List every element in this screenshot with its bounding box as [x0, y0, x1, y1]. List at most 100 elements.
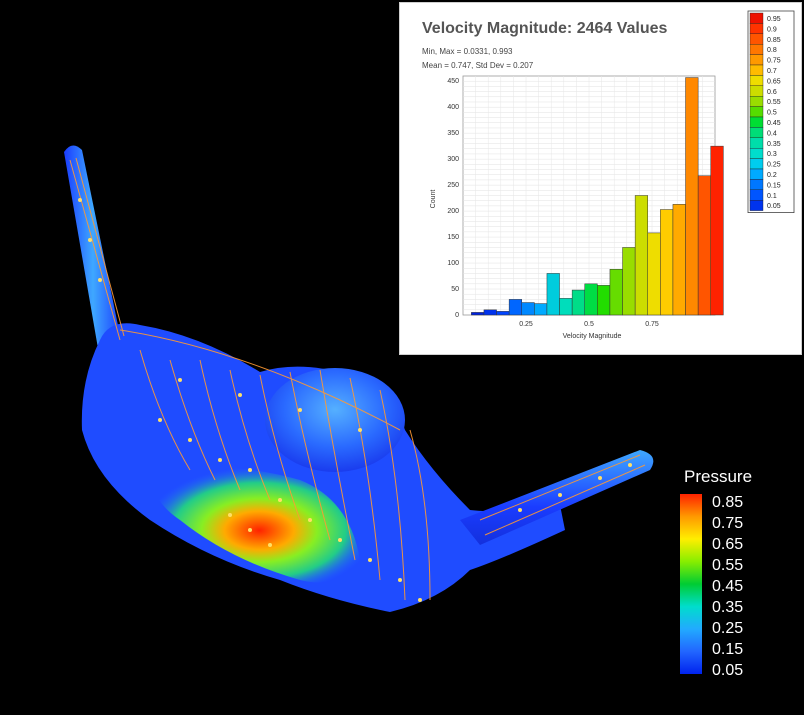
- legend-label: 0.4: [767, 130, 777, 137]
- legend-swatch: [749, 95, 764, 107]
- histogram-bar: [559, 298, 573, 316]
- outlet-tube: [460, 450, 654, 545]
- histogram-bar: [584, 283, 598, 316]
- y-tick-label: 150: [447, 234, 459, 241]
- legend-label: 0.45: [767, 120, 781, 127]
- legend-label: 0.85: [767, 37, 781, 44]
- legend-label: 0.05: [767, 203, 781, 210]
- pressure-colorbar-fill: [680, 494, 702, 674]
- histogram-bar: [697, 175, 711, 316]
- histogram-bar: [496, 311, 510, 316]
- histogram-legend: 0.95 0.9 0.85 0.8 0.75 0.7 0.65 0.6 0.55 0.5 0.45 0…: [747, 10, 795, 214]
- pressure-legend-labels: 0.85 0.75 0.65 0.55 0.45 0.35 0.25 0.15 0.05: [712, 494, 743, 679]
- y-axis-label: Count: [430, 190, 437, 209]
- legend-swatch: [749, 23, 764, 34]
- pressure-label: 0.35: [712, 599, 743, 616]
- x-tick-label: 0.5: [584, 321, 594, 328]
- pressure-colorbar: [680, 494, 702, 674]
- legend-label: 0.1: [767, 193, 777, 200]
- histogram-bar: [609, 269, 623, 316]
- y-tick-label: 200: [447, 208, 459, 215]
- legend-label: 0.25: [767, 162, 781, 169]
- body-surface: [81, 323, 566, 612]
- pressure-label: 0.65: [712, 536, 743, 553]
- histogram-bar: [521, 302, 535, 316]
- y-tick-label: 350: [447, 130, 459, 137]
- y-tick-label: 450: [447, 78, 459, 85]
- legend-label: 0.9: [767, 26, 777, 33]
- histogram-bar: [660, 209, 674, 316]
- legend-swatch: [749, 33, 764, 45]
- pressure-label: 0.45: [712, 578, 743, 595]
- histogram-bar: [685, 77, 699, 316]
- legend-label: 0.6: [767, 89, 777, 96]
- legend-label: 0.3: [767, 151, 777, 158]
- chart-title: Velocity Magnitude: 2464 Values: [422, 20, 668, 37]
- y-tick-label: 300: [447, 156, 459, 163]
- histogram-bar: [597, 285, 611, 316]
- legend-swatch: [749, 179, 764, 190]
- legend-swatch: [749, 75, 764, 87]
- pressure-label: 0.05: [712, 662, 743, 679]
- legend-swatch: [749, 54, 764, 66]
- legend-swatch: [749, 12, 764, 24]
- histogram-bar: [647, 232, 661, 316]
- legend-label: 0.75: [767, 58, 781, 65]
- pressure-label: 0.55: [712, 557, 743, 574]
- histogram-bar: [571, 289, 585, 316]
- legend-swatch: [749, 189, 764, 201]
- legend-swatch: [749, 168, 764, 180]
- y-tick-label: 0: [455, 312, 459, 319]
- legend-swatch: [749, 199, 764, 211]
- x-axis-label: Velocity Magnitude: [563, 333, 622, 340]
- y-tick-label: 250: [447, 182, 459, 189]
- legend-label: 0.95: [767, 16, 781, 23]
- pressure-label: 0.85: [712, 494, 743, 511]
- legend-swatch: [749, 147, 764, 159]
- velocity-histogram: Velocity Magnitude: 2464 Values Min, Max…: [422, 10, 795, 340]
- legend-label: 0.2: [767, 172, 777, 179]
- pressure-label: 0.15: [712, 641, 743, 658]
- legend-swatch: [749, 85, 764, 97]
- legend-label: 0.65: [767, 78, 781, 85]
- histogram-bar: [546, 273, 560, 316]
- streamline-markers: [78, 198, 632, 602]
- chart-subtitle-mean: Mean = 0.747, Std Dev = 0.207: [422, 61, 534, 70]
- legend-swatch: [749, 116, 764, 128]
- histogram-bar: [471, 312, 485, 316]
- legend-label: 0.5: [767, 110, 777, 117]
- plot-bars: [471, 77, 724, 316]
- chart-subtitle-minmax: Min, Max = 0.0331, 0.993: [422, 47, 513, 56]
- legend-swatch: [749, 137, 764, 149]
- legend-label: 0.55: [767, 99, 781, 106]
- y-tick-label: 400: [447, 104, 459, 111]
- histogram-panel: Velocity Magnitude: 2464 Values Min, Max…: [399, 2, 802, 355]
- pressure-label: 0.25: [712, 620, 743, 637]
- y-tick-label: 100: [447, 260, 459, 267]
- histogram-bar: [483, 309, 497, 316]
- histogram-bar: [710, 145, 724, 316]
- histogram-bar: [672, 204, 686, 316]
- y-tick-label: 50: [451, 286, 459, 293]
- legend-swatch: [749, 106, 764, 118]
- histogram-bar: [508, 299, 522, 316]
- plot-axes: 0 50 100 150 200 250 300 350 400 450 0.25 0.5 0.75: [447, 78, 659, 328]
- legend-label: 0.7: [767, 68, 777, 75]
- legend-swatch: [749, 127, 764, 139]
- legend-label: 0.35: [767, 141, 781, 148]
- histogram-bar: [534, 303, 548, 316]
- pressure-legend-title: Pressure: [684, 467, 752, 486]
- histogram-bar: [634, 195, 648, 316]
- legend-label: 0.15: [767, 182, 781, 189]
- legend-swatch: [749, 44, 764, 55]
- histogram-bar: [622, 247, 636, 316]
- streamlines: [69, 157, 646, 601]
- x-tick-label: 0.75: [645, 321, 659, 328]
- legend-swatch: [749, 158, 764, 170]
- pressure-legend: Pressure 0.85 0.75 0.65 0.55 0.45 0.35 0.25 0.1…: [680, 467, 752, 679]
- pressure-label: 0.75: [712, 515, 743, 532]
- x-tick-label: 0.25: [519, 321, 533, 328]
- legend-swatch: [749, 64, 764, 76]
- legend-label: 0.8: [767, 47, 777, 54]
